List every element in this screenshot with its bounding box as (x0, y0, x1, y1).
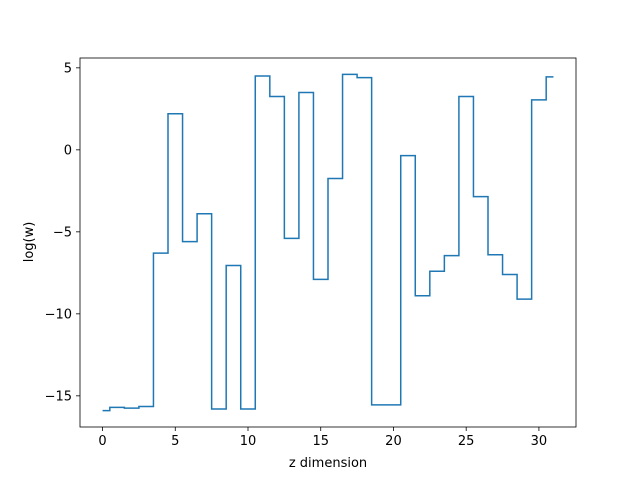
x-tick-label: 30 (531, 434, 548, 449)
series-line-0 (102, 73, 554, 412)
y-tick-label: 0 (64, 143, 72, 158)
y-tick-label: −15 (45, 389, 72, 404)
axes: 0 5 10 15 20 25 30 −15 −10 −5 0 5 (45, 57, 577, 449)
x-tick-label: 20 (385, 434, 402, 449)
y-axis-label: log(w) (22, 222, 37, 263)
x-axis-label: z dimension (289, 456, 367, 471)
plot-frame (79, 57, 577, 428)
y-tick-label: −5 (53, 225, 72, 240)
x-tick-label: 25 (458, 434, 475, 449)
plot-area (102, 73, 554, 412)
x-tick-label: 10 (240, 434, 257, 449)
x-tick-label: 5 (171, 434, 179, 449)
y-tick-label: −10 (45, 307, 72, 322)
x-tick-label: 0 (98, 434, 106, 449)
y-tick-label: 5 (64, 61, 72, 76)
x-tick-label: 15 (312, 434, 329, 449)
